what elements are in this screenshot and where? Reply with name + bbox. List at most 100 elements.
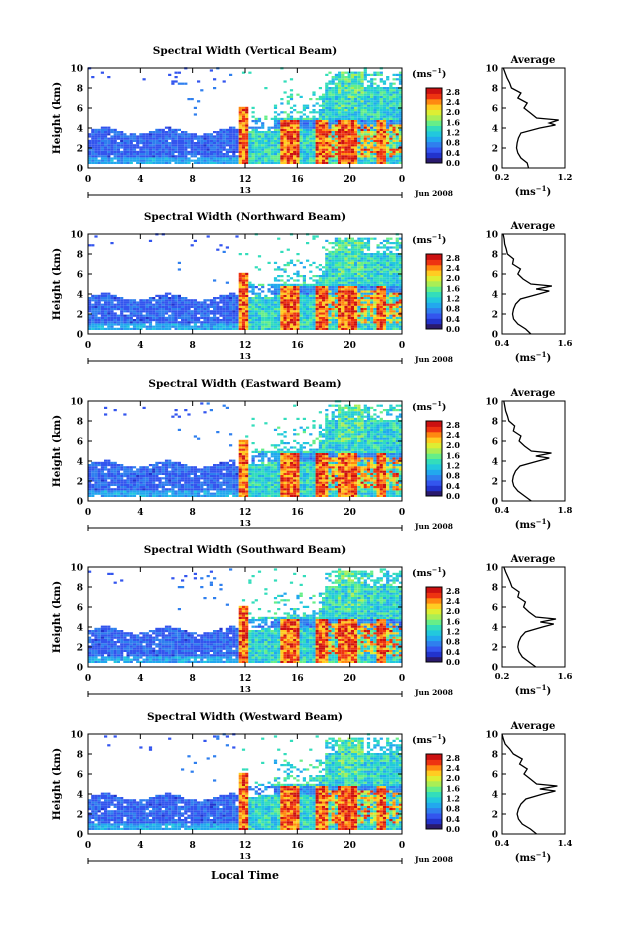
panel-title: Spectral Width (Eastward Beam) bbox=[148, 378, 341, 390]
average-y-tick-label: 10 bbox=[485, 65, 498, 75]
colorbar-segment bbox=[426, 442, 442, 449]
y-tick-label: 10 bbox=[70, 231, 83, 241]
average-profile-line bbox=[502, 67, 559, 169]
colorbar-unit: (ms−1) bbox=[412, 233, 446, 246]
colorbar-tick-label: 2.0 bbox=[446, 107, 460, 117]
colorbar-unit: (ms−1) bbox=[412, 400, 446, 413]
colorbar-segment bbox=[426, 608, 442, 615]
average-y-tick-label: 2 bbox=[492, 311, 498, 321]
average-x-tick-label: 0.4 bbox=[495, 839, 510, 849]
x-tick-label: 0 bbox=[399, 674, 405, 684]
colorbar-frame bbox=[425, 87, 443, 164]
colorbar-segment bbox=[426, 447, 442, 454]
y-tick-label: 10 bbox=[70, 65, 83, 75]
y-tick-label: 2 bbox=[77, 311, 83, 321]
average-frame bbox=[501, 233, 566, 335]
average-x-tick-label: 1.8 bbox=[558, 506, 573, 516]
x-tick-label: 0 bbox=[399, 175, 405, 185]
x-tick-label: 0 bbox=[399, 341, 405, 351]
colorbar-tick-label: 2.4 bbox=[446, 263, 460, 273]
y-tick-label: 2 bbox=[77, 478, 83, 488]
x-tick-label: 0 bbox=[85, 508, 91, 518]
average-y-tick-label: 6 bbox=[492, 271, 498, 281]
average-y-tick-label: 10 bbox=[485, 564, 498, 574]
y-tick-label: 8 bbox=[77, 418, 83, 428]
average-y-tick-label: 2 bbox=[492, 478, 498, 488]
colorbar-segment bbox=[426, 603, 442, 609]
average-title: Average bbox=[510, 554, 556, 565]
colorbar-frame bbox=[425, 253, 443, 330]
colorbar-segment bbox=[426, 323, 442, 330]
x-tick-label: 8 bbox=[190, 841, 196, 851]
date-marker: 13 bbox=[239, 852, 251, 862]
x-tick-label: 12 bbox=[239, 674, 252, 684]
colorbar-tick-label: 2.8 bbox=[446, 586, 460, 596]
colorbar-segment bbox=[426, 823, 442, 830]
date-label: Jun 2008 bbox=[414, 189, 453, 198]
heatmap bbox=[88, 67, 403, 164]
colorbar-segment bbox=[426, 807, 442, 814]
y-tick-label: 6 bbox=[77, 438, 83, 448]
colorbar-segment bbox=[426, 431, 442, 438]
average-y-tick-label: 2 bbox=[492, 644, 498, 654]
x-tick-label: 0 bbox=[85, 175, 91, 185]
y-axis-label: Height (km) bbox=[51, 748, 63, 820]
x-tick-label: 0 bbox=[399, 841, 405, 851]
colorbar-segment bbox=[426, 458, 442, 465]
average-unit: (ms−1) bbox=[515, 350, 551, 364]
x-tick-label: 16 bbox=[291, 674, 304, 684]
y-tick-label: 8 bbox=[77, 751, 83, 761]
colorbar-tick-label: 2.4 bbox=[446, 430, 460, 440]
average-title: Average bbox=[510, 55, 556, 66]
x-tick-label: 8 bbox=[190, 175, 196, 185]
average-x-tick-label: 0.2 bbox=[495, 672, 510, 682]
colorbar-segment bbox=[426, 259, 442, 266]
y-tick-label: 0 bbox=[77, 831, 83, 841]
y-axis-label: Height (km) bbox=[51, 248, 63, 320]
colorbar-segment bbox=[426, 802, 442, 809]
y-tick-label: 4 bbox=[77, 458, 83, 468]
average-profile-line bbox=[503, 566, 557, 668]
colorbar-segment bbox=[426, 796, 442, 803]
colorbar-tick-label: 2.0 bbox=[446, 440, 460, 450]
average-panel: Average 0 2 4 6 8 10 0.4 1.6 (ms−1) bbox=[485, 221, 572, 364]
colorbar-segment bbox=[426, 130, 442, 137]
y-tick-label: 6 bbox=[77, 771, 83, 781]
colorbar-tick-label: 1.2 bbox=[446, 793, 460, 803]
colorbar-tick-label: 0.0 bbox=[446, 657, 460, 667]
colorbar-segment bbox=[426, 592, 442, 599]
colorbar-segment bbox=[426, 780, 442, 787]
panel-5: Spectral Width (Westward Beam) 0 2 4 6 8 10 Hei… bbox=[51, 711, 572, 864]
average-title: Average bbox=[510, 721, 556, 732]
x-tick-label: 8 bbox=[190, 341, 196, 351]
colorbar-tick-label: 1.6 bbox=[446, 283, 460, 293]
y-tick-label: 6 bbox=[77, 105, 83, 115]
colorbar: 0.00.40.81.21.62.02.42.8 bbox=[425, 87, 460, 168]
average-panel: Average 0 2 4 6 8 10 0.2 1.6 (ms−1) bbox=[485, 554, 572, 697]
average-x-tick-label: 1.4 bbox=[558, 839, 573, 849]
heatmap bbox=[88, 233, 403, 330]
y-tick-label: 0 bbox=[77, 498, 83, 508]
average-panel: Average 0 2 4 6 8 10 0.4 1.4 (ms−1) bbox=[485, 721, 572, 864]
panel-2: Spectral Width (Northward Beam) 0 2 4 6 8 10 He… bbox=[51, 211, 572, 364]
colorbar-tick-label: 1.2 bbox=[446, 626, 460, 636]
colorbar-segment bbox=[426, 651, 442, 658]
colorbar-segment bbox=[426, 786, 442, 792]
average-unit: (ms−1) bbox=[515, 517, 551, 531]
colorbar-tick-label: 1.6 bbox=[446, 450, 460, 460]
colorbar-tick-label: 0.0 bbox=[446, 824, 460, 834]
colorbar-segment bbox=[426, 656, 442, 663]
colorbar-tick-label: 0.0 bbox=[446, 158, 460, 168]
colorbar-tick-label: 1.6 bbox=[446, 616, 460, 626]
colorbar-tick-label: 0.4 bbox=[446, 481, 460, 491]
y-tick-label: 10 bbox=[70, 731, 83, 741]
average-panel: Average 0 2 4 6 8 10 0.4 1.8 (ms−1) bbox=[485, 388, 572, 531]
colorbar-tick-label: 0.0 bbox=[446, 491, 460, 501]
x-tick-label: 16 bbox=[291, 508, 304, 518]
colorbar-tick-label: 0.8 bbox=[446, 304, 460, 314]
panel-title: Spectral Width (Vertical Beam) bbox=[153, 45, 337, 57]
colorbar-segment bbox=[426, 93, 442, 100]
colorbar-segment bbox=[426, 469, 442, 476]
colorbar-tick-label: 2.4 bbox=[446, 596, 460, 606]
